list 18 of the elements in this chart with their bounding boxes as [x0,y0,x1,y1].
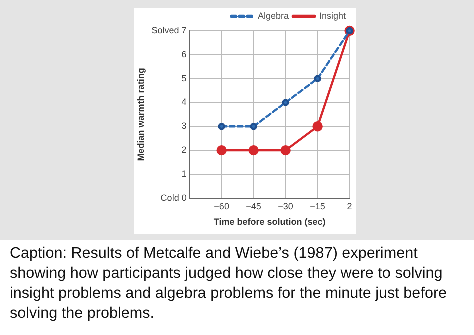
y-tick-label: 6 [182,49,187,60]
x-tick-label: −15 [310,201,326,212]
y-tick-label: 3 [182,121,187,132]
y-tick-label: 5 [182,73,187,84]
y-tick-label: Solved 7 [152,25,187,36]
y-tick-label: Cold 0 [160,192,187,203]
text: Caption: Results of Metcalfe and Wiebe’s (1987) experiment showing how participants judged how close they were to solving insight problems and algebra problems for the minute just before solving the problems. [10,244,448,324]
y-axis-title: Median warmth rating [136,68,146,162]
x-axis-title: Time before solution (sec) [214,217,326,228]
x-tick-label: −60 [214,201,230,212]
y-tick-label: 2 [182,145,187,156]
x-tick-label: 2 [347,201,352,212]
x-tick-label: −45 [246,201,262,212]
legend-label: Insight [319,10,346,21]
y-tick-label: 4 [182,97,187,108]
y-tick-label: 1 [182,168,187,179]
legend-label: Algebra [258,10,289,21]
x-tick-label: −30 [278,201,294,212]
